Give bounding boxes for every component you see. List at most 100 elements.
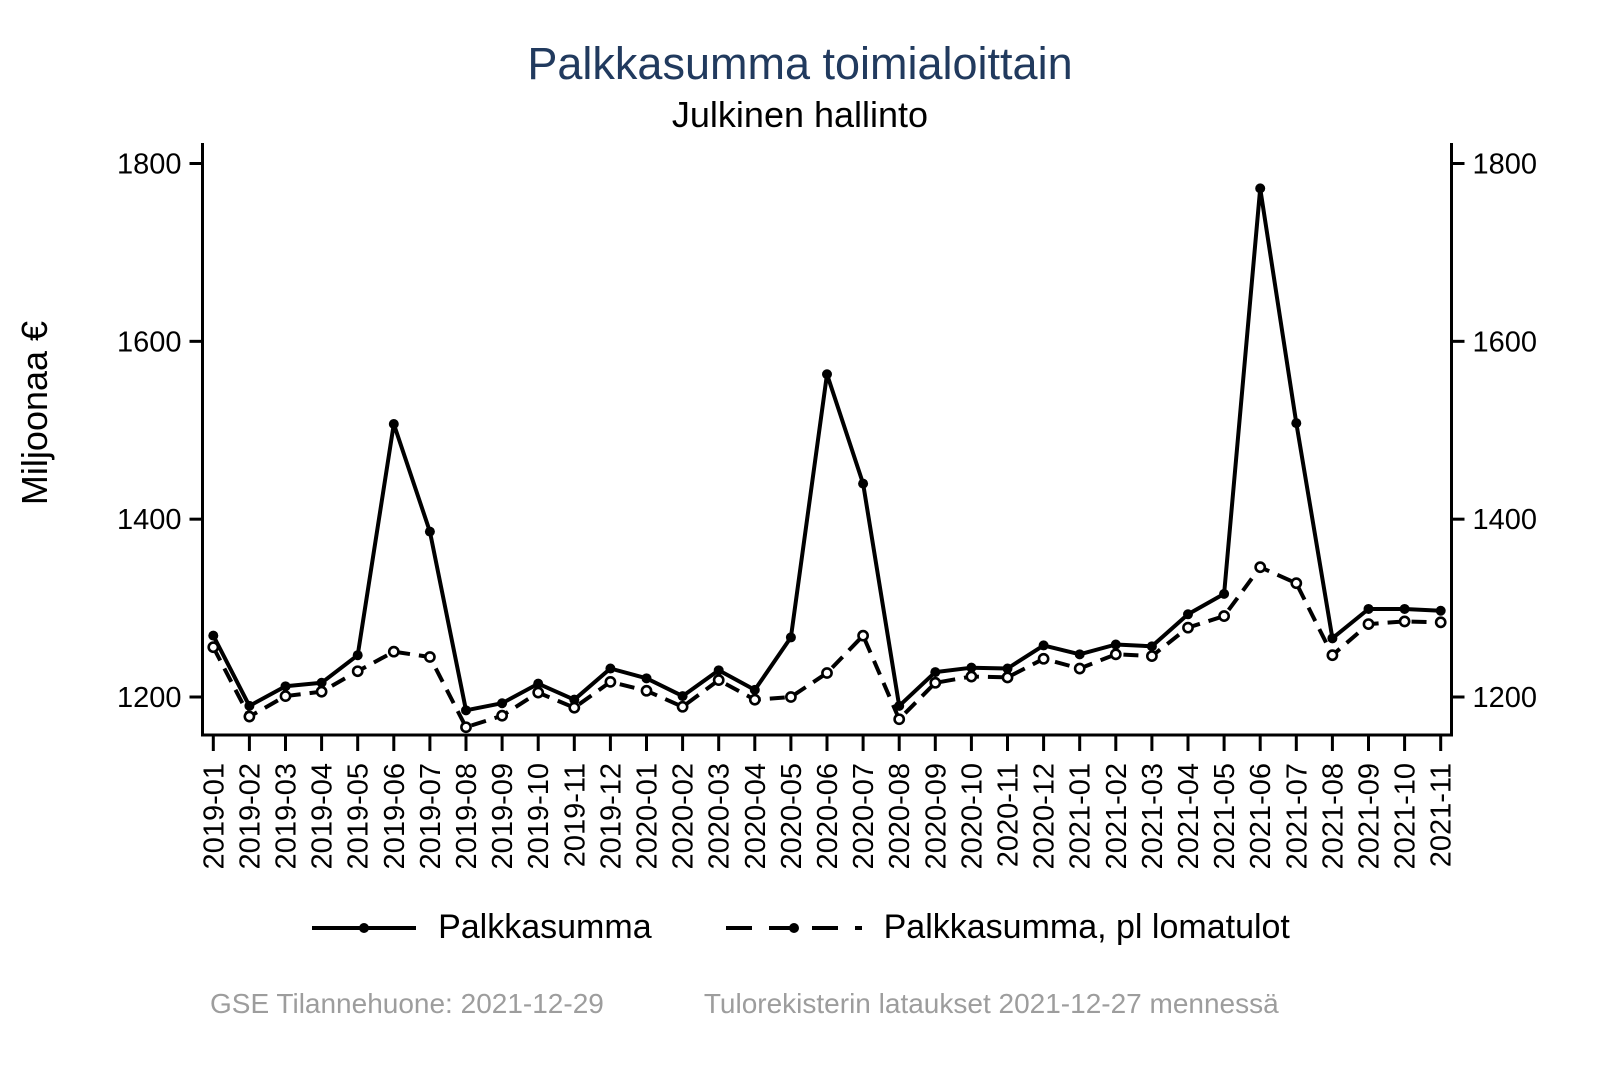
data-point-marker — [1434, 616, 1447, 629]
data-point-marker — [387, 645, 400, 658]
x-tick-label: 2021-11 — [1426, 763, 1458, 867]
data-point-marker — [641, 673, 652, 684]
data-point-marker — [677, 691, 688, 702]
x-tick-label: 2019-08 — [451, 763, 483, 869]
x-tick-label: 2019-09 — [487, 763, 519, 869]
data-point-marker — [315, 685, 328, 698]
data-point-marker — [1326, 649, 1339, 662]
data-point-marker — [424, 526, 435, 537]
x-tick-label: 2021-03 — [1137, 763, 1169, 869]
data-point-marker — [821, 667, 833, 679]
data-point-marker — [1146, 641, 1157, 652]
data-point-marker — [748, 693, 761, 706]
data-point-marker — [243, 710, 256, 723]
x-tick-label: 2020-12 — [1029, 763, 1061, 869]
data-point-marker — [1254, 561, 1267, 574]
data-point-marker — [497, 698, 508, 709]
x-tick-label: 2019-07 — [415, 763, 447, 869]
page-title: Palkkasumma toimialoittain — [527, 38, 1073, 89]
data-point-marker — [966, 662, 977, 673]
data-point-marker — [1182, 621, 1194, 634]
y-tick-label-right: 1800 — [1473, 149, 1538, 181]
data-point-marker — [208, 630, 219, 641]
series-line-solid — [211, 186, 1441, 713]
x-tick-label: 2020-01 — [632, 763, 664, 869]
x-tick-label: 2020-04 — [740, 763, 772, 869]
x-tick-label: 2019-01 — [198, 763, 230, 869]
data-point-marker — [785, 632, 796, 643]
x-tick-label: 2021-02 — [1101, 763, 1133, 869]
x-tick-label: 2021-10 — [1390, 763, 1422, 869]
x-tick-label: 2020-09 — [920, 763, 952, 869]
data-point-marker — [1362, 618, 1375, 630]
data-point-marker — [605, 663, 616, 674]
legend-item-palkkasumma: Palkkasumma — [310, 908, 652, 947]
data-point-marker — [1435, 605, 1446, 616]
data-point-marker — [1255, 183, 1266, 194]
data-point-marker — [749, 684, 760, 695]
x-tick-label: 2021-09 — [1354, 763, 1386, 869]
y-tick-label-right: 1400 — [1473, 504, 1538, 536]
x-tick-label: 2021-07 — [1281, 763, 1313, 869]
data-point-marker — [460, 721, 472, 734]
data-point-marker — [1219, 588, 1230, 599]
x-tick-label: 2020-11 — [993, 763, 1025, 867]
x-tick-label: 2019-03 — [271, 763, 303, 869]
data-point-marker — [496, 709, 508, 722]
data-point-marker — [280, 681, 291, 692]
data-point-marker — [316, 677, 327, 688]
legend-dashed-line-icon — [725, 922, 862, 933]
x-tick-label: 2020-06 — [812, 763, 844, 869]
x-tick-label: 2019-04 — [307, 763, 339, 869]
x-tick-label: 2020-03 — [704, 763, 736, 869]
data-point-marker — [1183, 609, 1193, 620]
data-point-marker — [1001, 671, 1014, 684]
y-tick-label-left: 1600 — [117, 326, 182, 358]
legend-solid-line-icon — [312, 922, 417, 933]
data-point-marker — [244, 700, 255, 711]
y-tick-label-left: 1400 — [117, 504, 182, 536]
footer-notes: GSE Tilannehuone: 2021-12-29 Tulorekiste… — [210, 988, 1279, 1020]
x-tick-label: 2021-04 — [1173, 763, 1205, 869]
data-point-marker — [1146, 650, 1158, 662]
x-tick-label: 2021-01 — [1065, 763, 1097, 869]
data-point-marker — [569, 694, 580, 705]
data-point-marker — [893, 713, 906, 726]
chart-subtitle: Julkinen hallinto — [671, 94, 929, 135]
data-point-marker — [423, 651, 436, 663]
x-tick-label: 2019-02 — [234, 763, 266, 869]
data-point-marker — [1073, 662, 1086, 675]
data-point-marker — [533, 678, 544, 689]
y-tick-label-right: 1600 — [1473, 326, 1538, 358]
data-point-marker — [604, 675, 617, 688]
x-tick-label: 2019-11 — [559, 763, 591, 867]
data-point-marker — [461, 705, 471, 716]
x-tick-label: 2020-07 — [848, 763, 880, 869]
x-tick-label: 2021-06 — [1245, 763, 1277, 869]
data-point-marker — [712, 674, 725, 687]
x-tick-label: 2020-05 — [776, 763, 808, 869]
data-point-marker — [351, 665, 364, 678]
data-point-marker — [388, 419, 399, 430]
legend-item-palkkasumma-pl-lomatulot: Palkkasumma, pl lomatulot — [724, 908, 1290, 947]
data-point-marker — [785, 691, 797, 703]
data-point-marker — [568, 701, 581, 714]
data-point-marker — [279, 690, 292, 703]
footer-note-left: GSE Tilannehuone: 2021-12-29 — [210, 988, 604, 1019]
data-point-marker — [676, 700, 689, 713]
y-tick-label-right: 1200 — [1473, 682, 1538, 714]
data-point-marker — [930, 667, 941, 678]
x-tick-label: 2019-05 — [343, 763, 375, 869]
data-point-marker — [1109, 648, 1122, 661]
data-point-marker — [857, 629, 869, 642]
data-point-marker — [929, 676, 942, 689]
footer-note-right: Tulorekisterin lataukset 2021-12-27 menn… — [703, 988, 1279, 1019]
data-point-marker — [640, 684, 653, 697]
data-point-marker — [1363, 603, 1374, 614]
data-point-marker — [1290, 577, 1303, 590]
data-point-marker — [1074, 649, 1085, 660]
data-point-marker — [1038, 640, 1049, 651]
data-point-marker — [207, 641, 220, 654]
